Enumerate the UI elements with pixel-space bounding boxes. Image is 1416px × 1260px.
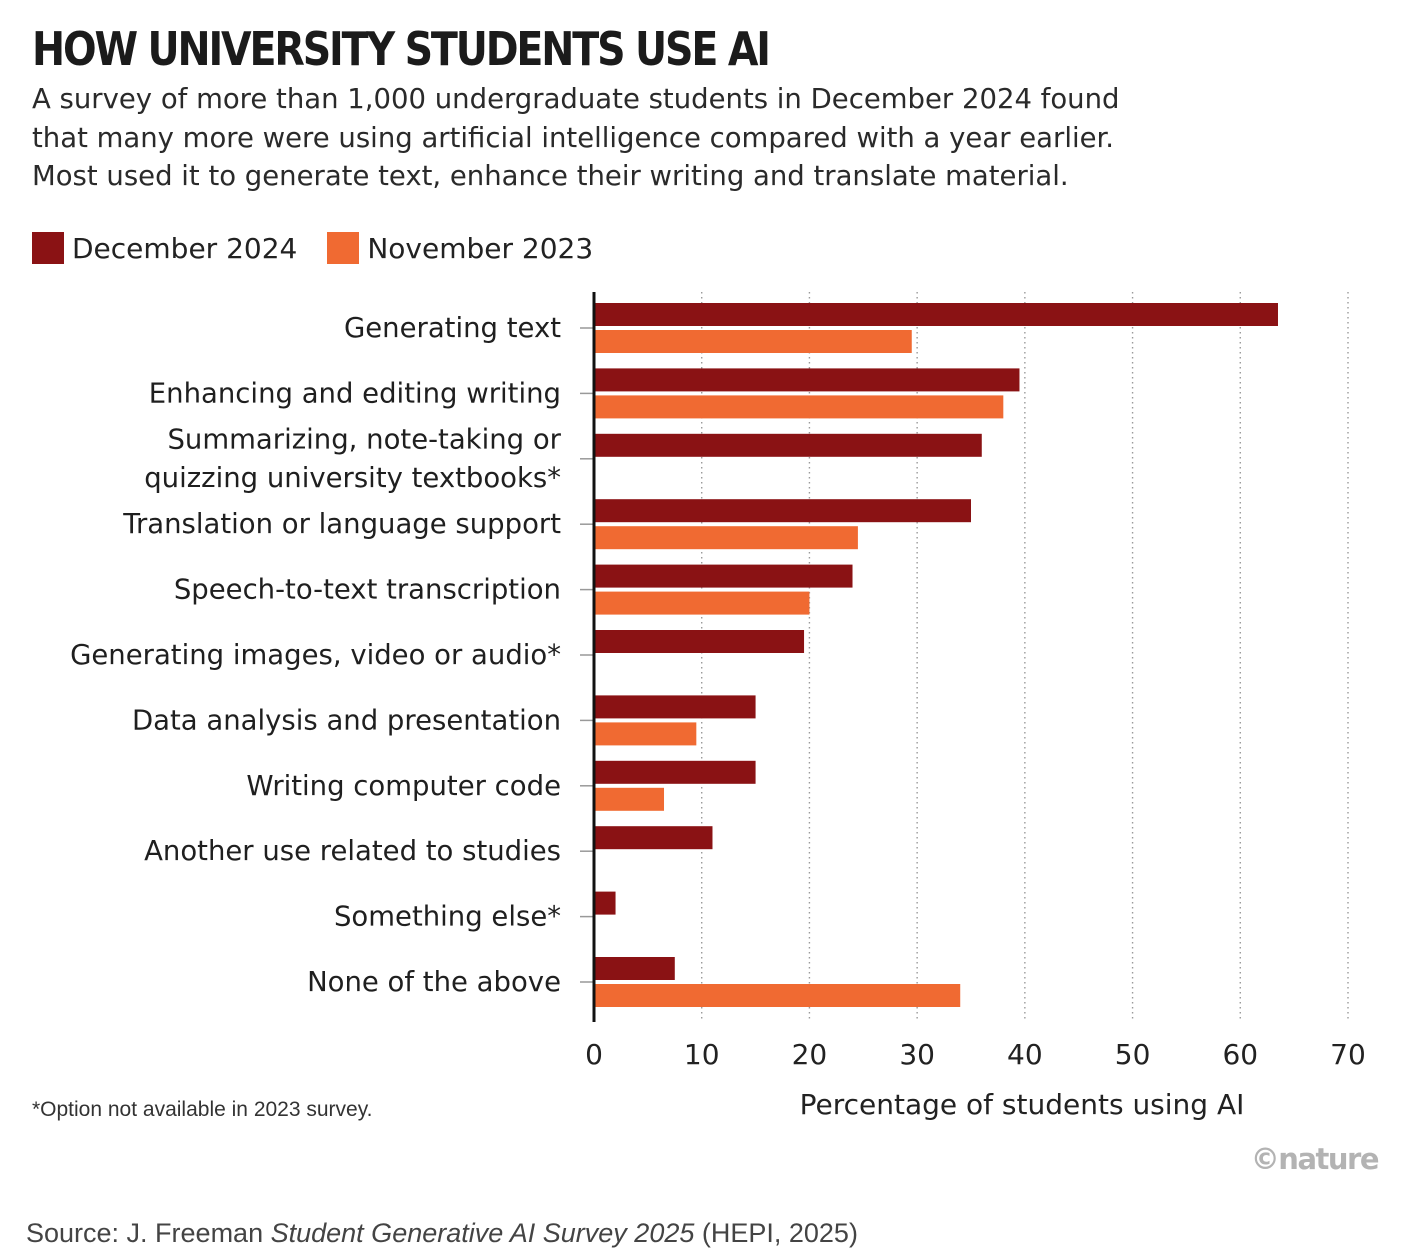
category-label: Another use related to studies xyxy=(144,835,561,867)
bar-december-2024 xyxy=(594,957,675,980)
bar-november-2023 xyxy=(594,526,858,550)
category-label: Summarizing, note-taking or xyxy=(167,424,561,456)
bar-december-2024 xyxy=(594,368,1020,392)
bar-november-2023 xyxy=(594,984,961,1007)
bar-november-2023 xyxy=(594,591,810,615)
x-tick-label: 10 xyxy=(684,1038,720,1071)
legend-swatch-december-2024 xyxy=(32,232,64,264)
chart-subtitle: A survey of more than 1,000 undergraduat… xyxy=(32,80,1292,196)
bar-november-2023 xyxy=(594,722,697,746)
subtitle-line: A survey of more than 1,000 undergraduat… xyxy=(32,83,1120,115)
bar-december-2024 xyxy=(594,564,853,588)
category-label: Writing computer code xyxy=(246,770,561,802)
category-label: Generating text xyxy=(344,312,561,344)
x-tick-label: 30 xyxy=(899,1038,935,1071)
bar-december-2024 xyxy=(594,630,805,653)
legend-item-december-2024: December 2024 xyxy=(32,232,297,265)
subtitle-line: Most used it to generate text, enhance t… xyxy=(32,160,1069,192)
bar-december-2024 xyxy=(594,303,1278,326)
x-tick-label: 70 xyxy=(1330,1038,1366,1071)
category-label: Translation or language support xyxy=(122,508,561,540)
x-axis-label: Percentage of students using AI xyxy=(800,1088,1245,1121)
source-suffix: (HEPI, 2025) xyxy=(694,1218,858,1248)
bar-november-2023 xyxy=(594,395,1004,419)
x-tick-label: 0 xyxy=(585,1038,603,1071)
source-prefix: Source: J. Freeman xyxy=(26,1218,271,1248)
legend-item-november-2023: November 2023 xyxy=(327,232,593,265)
bar-december-2024 xyxy=(594,499,971,523)
category-label: Something else* xyxy=(334,901,561,933)
bar-december-2024 xyxy=(594,891,616,915)
bar-december-2024 xyxy=(594,826,713,850)
chart-legend: December 2024 November 2023 xyxy=(32,228,623,268)
bar-chart: Generating text Enhancing and editing wri… xyxy=(70,292,1366,1121)
category-label: Generating images, video or audio* xyxy=(70,639,561,671)
x-tick-label: 50 xyxy=(1115,1038,1151,1071)
source-title: Student Generative AI Survey 2025 xyxy=(270,1218,695,1248)
bar-november-2023 xyxy=(594,330,912,353)
category-label: quizzing university textbooks* xyxy=(144,462,561,494)
x-tick-label: 20 xyxy=(792,1038,828,1071)
bar-december-2024 xyxy=(594,760,756,784)
legend-label-december-2024: December 2024 xyxy=(72,231,298,265)
x-tick-label: 60 xyxy=(1222,1038,1258,1071)
chart-title: HOW UNIVERSITY STUDENTS USE AI xyxy=(32,22,771,76)
x-tick-label: 40 xyxy=(1007,1038,1043,1071)
chart-source: Source: J. Freeman Student Generative AI… xyxy=(26,1218,858,1249)
chart-footnote: *Option not available in 2023 survey. xyxy=(32,1098,373,1121)
category-label: Data analysis and presentation xyxy=(132,704,561,736)
bar-december-2024 xyxy=(594,433,982,457)
legend-swatch-november-2023 xyxy=(327,232,360,264)
category-label: Enhancing and editing writing xyxy=(149,377,561,409)
bar-december-2024 xyxy=(594,695,756,719)
category-label: Speech-to-text transcription xyxy=(174,574,561,606)
bar-november-2023 xyxy=(594,787,665,811)
legend-label-november-2023: November 2023 xyxy=(367,231,594,265)
nature-credit-logo: ©nature xyxy=(1250,1142,1380,1176)
subtitle-line: that many more were using artificial int… xyxy=(32,121,1115,154)
category-label: None of the above xyxy=(307,966,561,998)
